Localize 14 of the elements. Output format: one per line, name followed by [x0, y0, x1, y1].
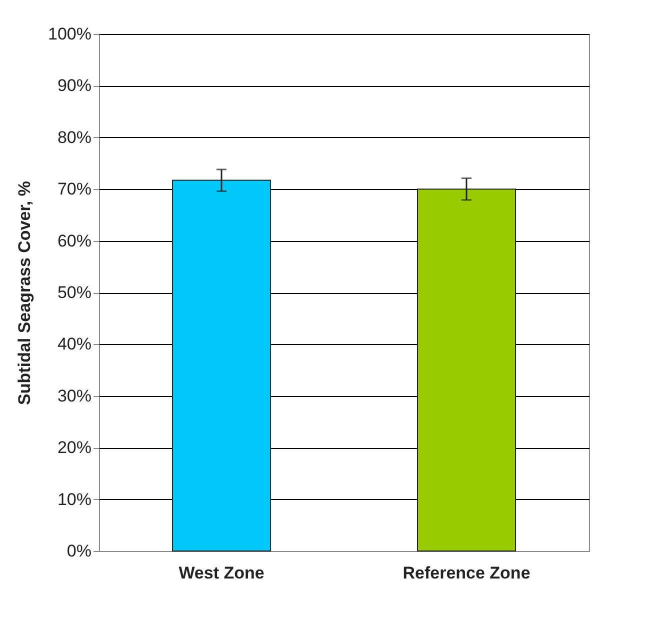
x-tick-label: Reference Zone: [402, 564, 530, 582]
y-tick-label: 90%: [57, 76, 92, 96]
y-axis-title: Subtidal Seagrass Cover, %: [15, 181, 34, 405]
x-tick-label: West Zone: [178, 564, 264, 582]
y-tick-label: 0%: [66, 542, 92, 560]
y-tick-label: 60%: [57, 231, 92, 250]
y-tick-label: 40%: [57, 334, 92, 354]
y-tick-label: 80%: [57, 128, 92, 147]
y-tick-label: 50%: [57, 283, 92, 302]
y-tick-label: 10%: [57, 490, 92, 509]
y-tick-label: 70%: [57, 180, 92, 199]
y-tick-label: 30%: [57, 386, 92, 406]
y-tick-label: 20%: [57, 438, 92, 458]
y-tick-label: 100%: [48, 24, 92, 44]
